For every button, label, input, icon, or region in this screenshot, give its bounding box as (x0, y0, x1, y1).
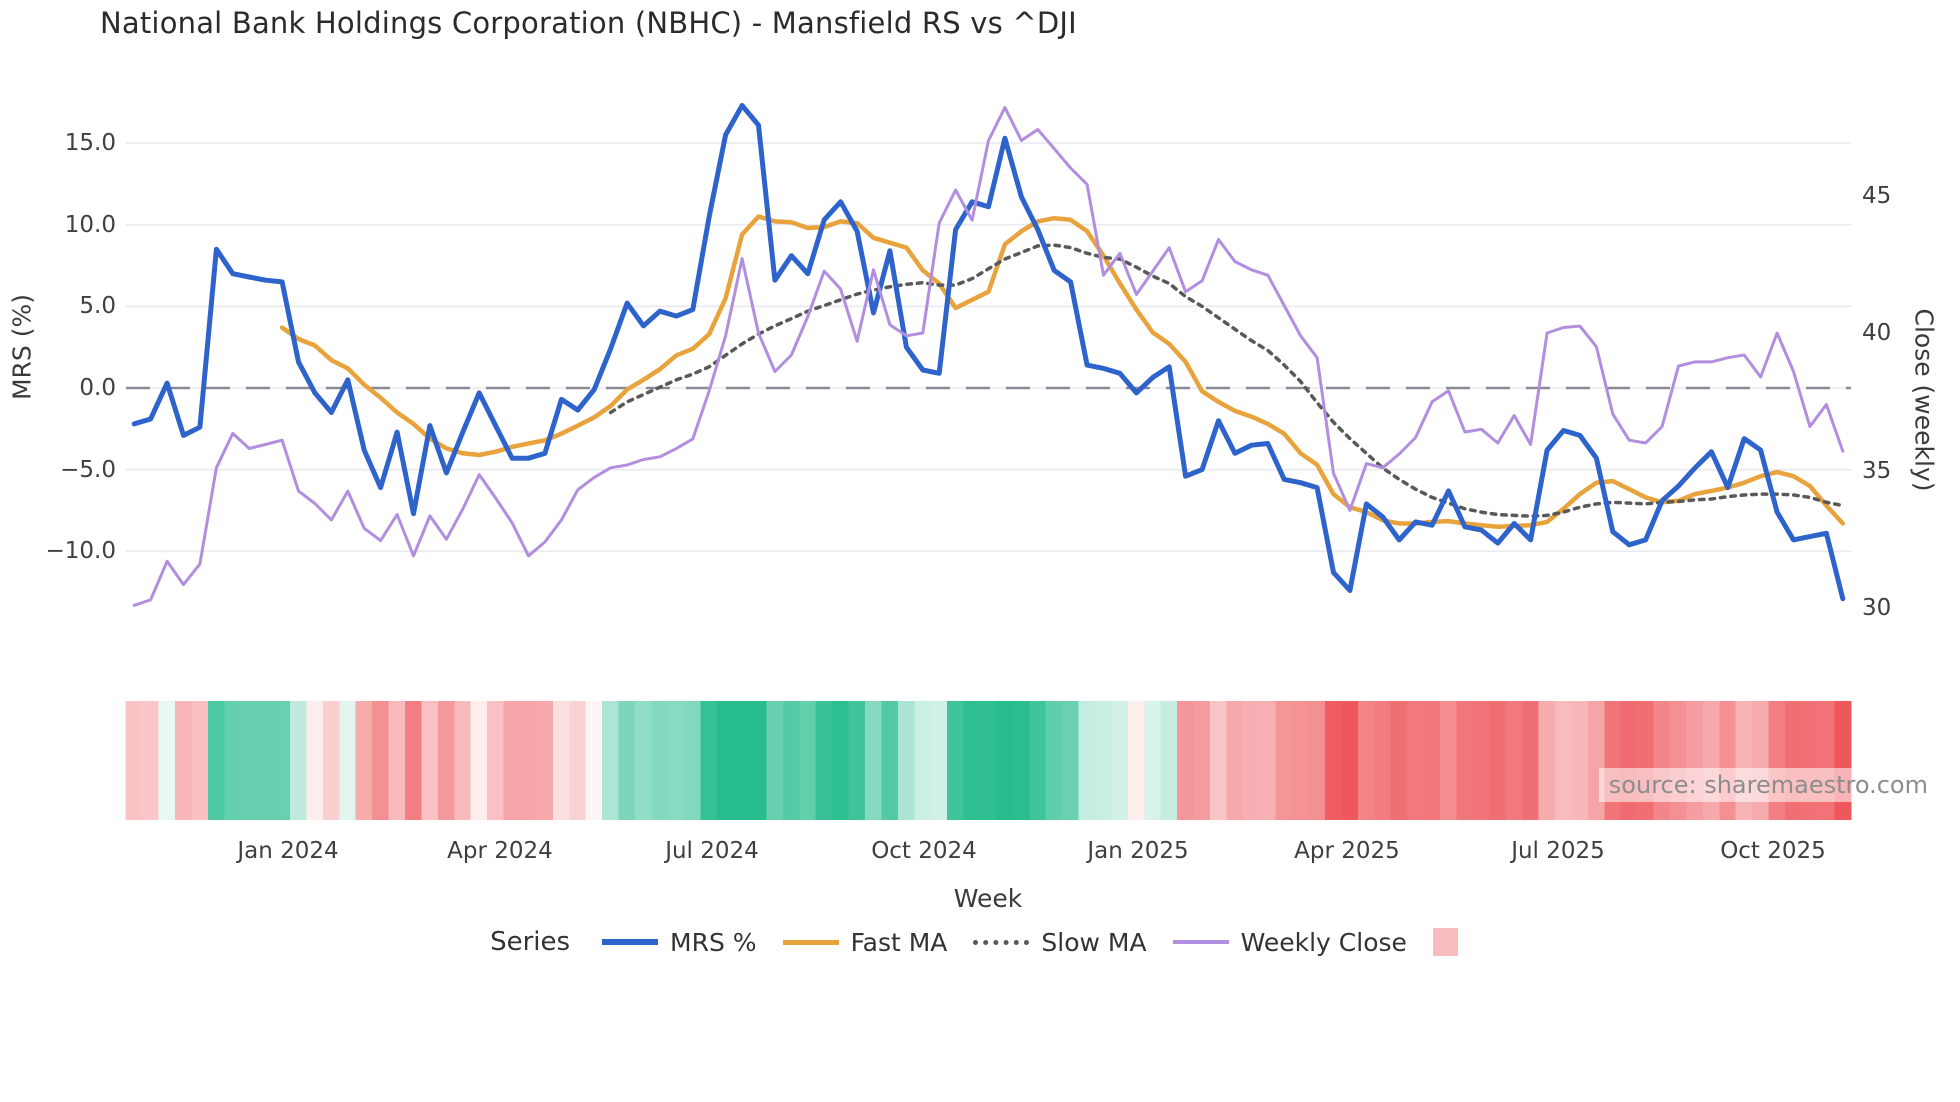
right-axis-label: Close (weekly) (1909, 308, 1939, 492)
right-axis-tick: 30 (1862, 595, 1892, 621)
source-note: source: sharemaestro.com (1598, 768, 1938, 802)
right-axis-tick: 35 (1862, 457, 1892, 484)
legend-item-slow-ma: Slow MA (973, 928, 1147, 957)
left-axis-tick: −5.0 (60, 456, 116, 483)
x-axis-tick: Apr 2025 (1294, 838, 1400, 864)
x-axis-tick: Jul 2024 (665, 838, 759, 864)
x-axis-label: Week (953, 884, 1023, 913)
x-axis-tick: Oct 2024 (871, 838, 977, 864)
left-axis-tick: 5.0 (79, 293, 116, 320)
legend-item-heatmap (1432, 928, 1470, 956)
x-axis-tick: Jan 2025 (1087, 838, 1189, 864)
left-axis-tick: 10.0 (64, 211, 116, 238)
line-sample-icon (782, 939, 839, 945)
heatmap-swatch-icon (1432, 928, 1458, 956)
right-axis-tick: 40 (1862, 320, 1892, 346)
chart-title: National Bank Holdings Corporation (NBHC… (100, 6, 1077, 40)
left-axis-tick: −10.0 (45, 538, 116, 565)
x-axis-tick: Jul 2025 (1511, 838, 1605, 864)
legend: Series MRS % Fast MA Slow MA Weekly Clos… (0, 920, 1960, 964)
left-axis-tick: 15.0 (64, 130, 116, 157)
dotted-line-sample-icon (973, 939, 1030, 945)
x-axis-tick: Apr 2024 (447, 838, 553, 864)
right-axis-tick: 45 (1862, 182, 1892, 209)
legend-item-weekly-close: Weekly Close (1172, 928, 1407, 957)
x-axis-tick: Jan 2024 (237, 838, 339, 864)
x-axis-tick: Oct 2025 (1720, 838, 1826, 864)
legend-item-mrs: MRS % (602, 928, 757, 957)
line-sample-icon (1172, 940, 1229, 944)
left-axis-label: MRS (%) (7, 293, 37, 401)
left-axis-tick: 0.0 (79, 375, 116, 401)
legend-title: Series (490, 927, 571, 957)
line-sample-icon (602, 939, 659, 945)
legend-item-fast-ma: Fast MA (782, 928, 947, 957)
